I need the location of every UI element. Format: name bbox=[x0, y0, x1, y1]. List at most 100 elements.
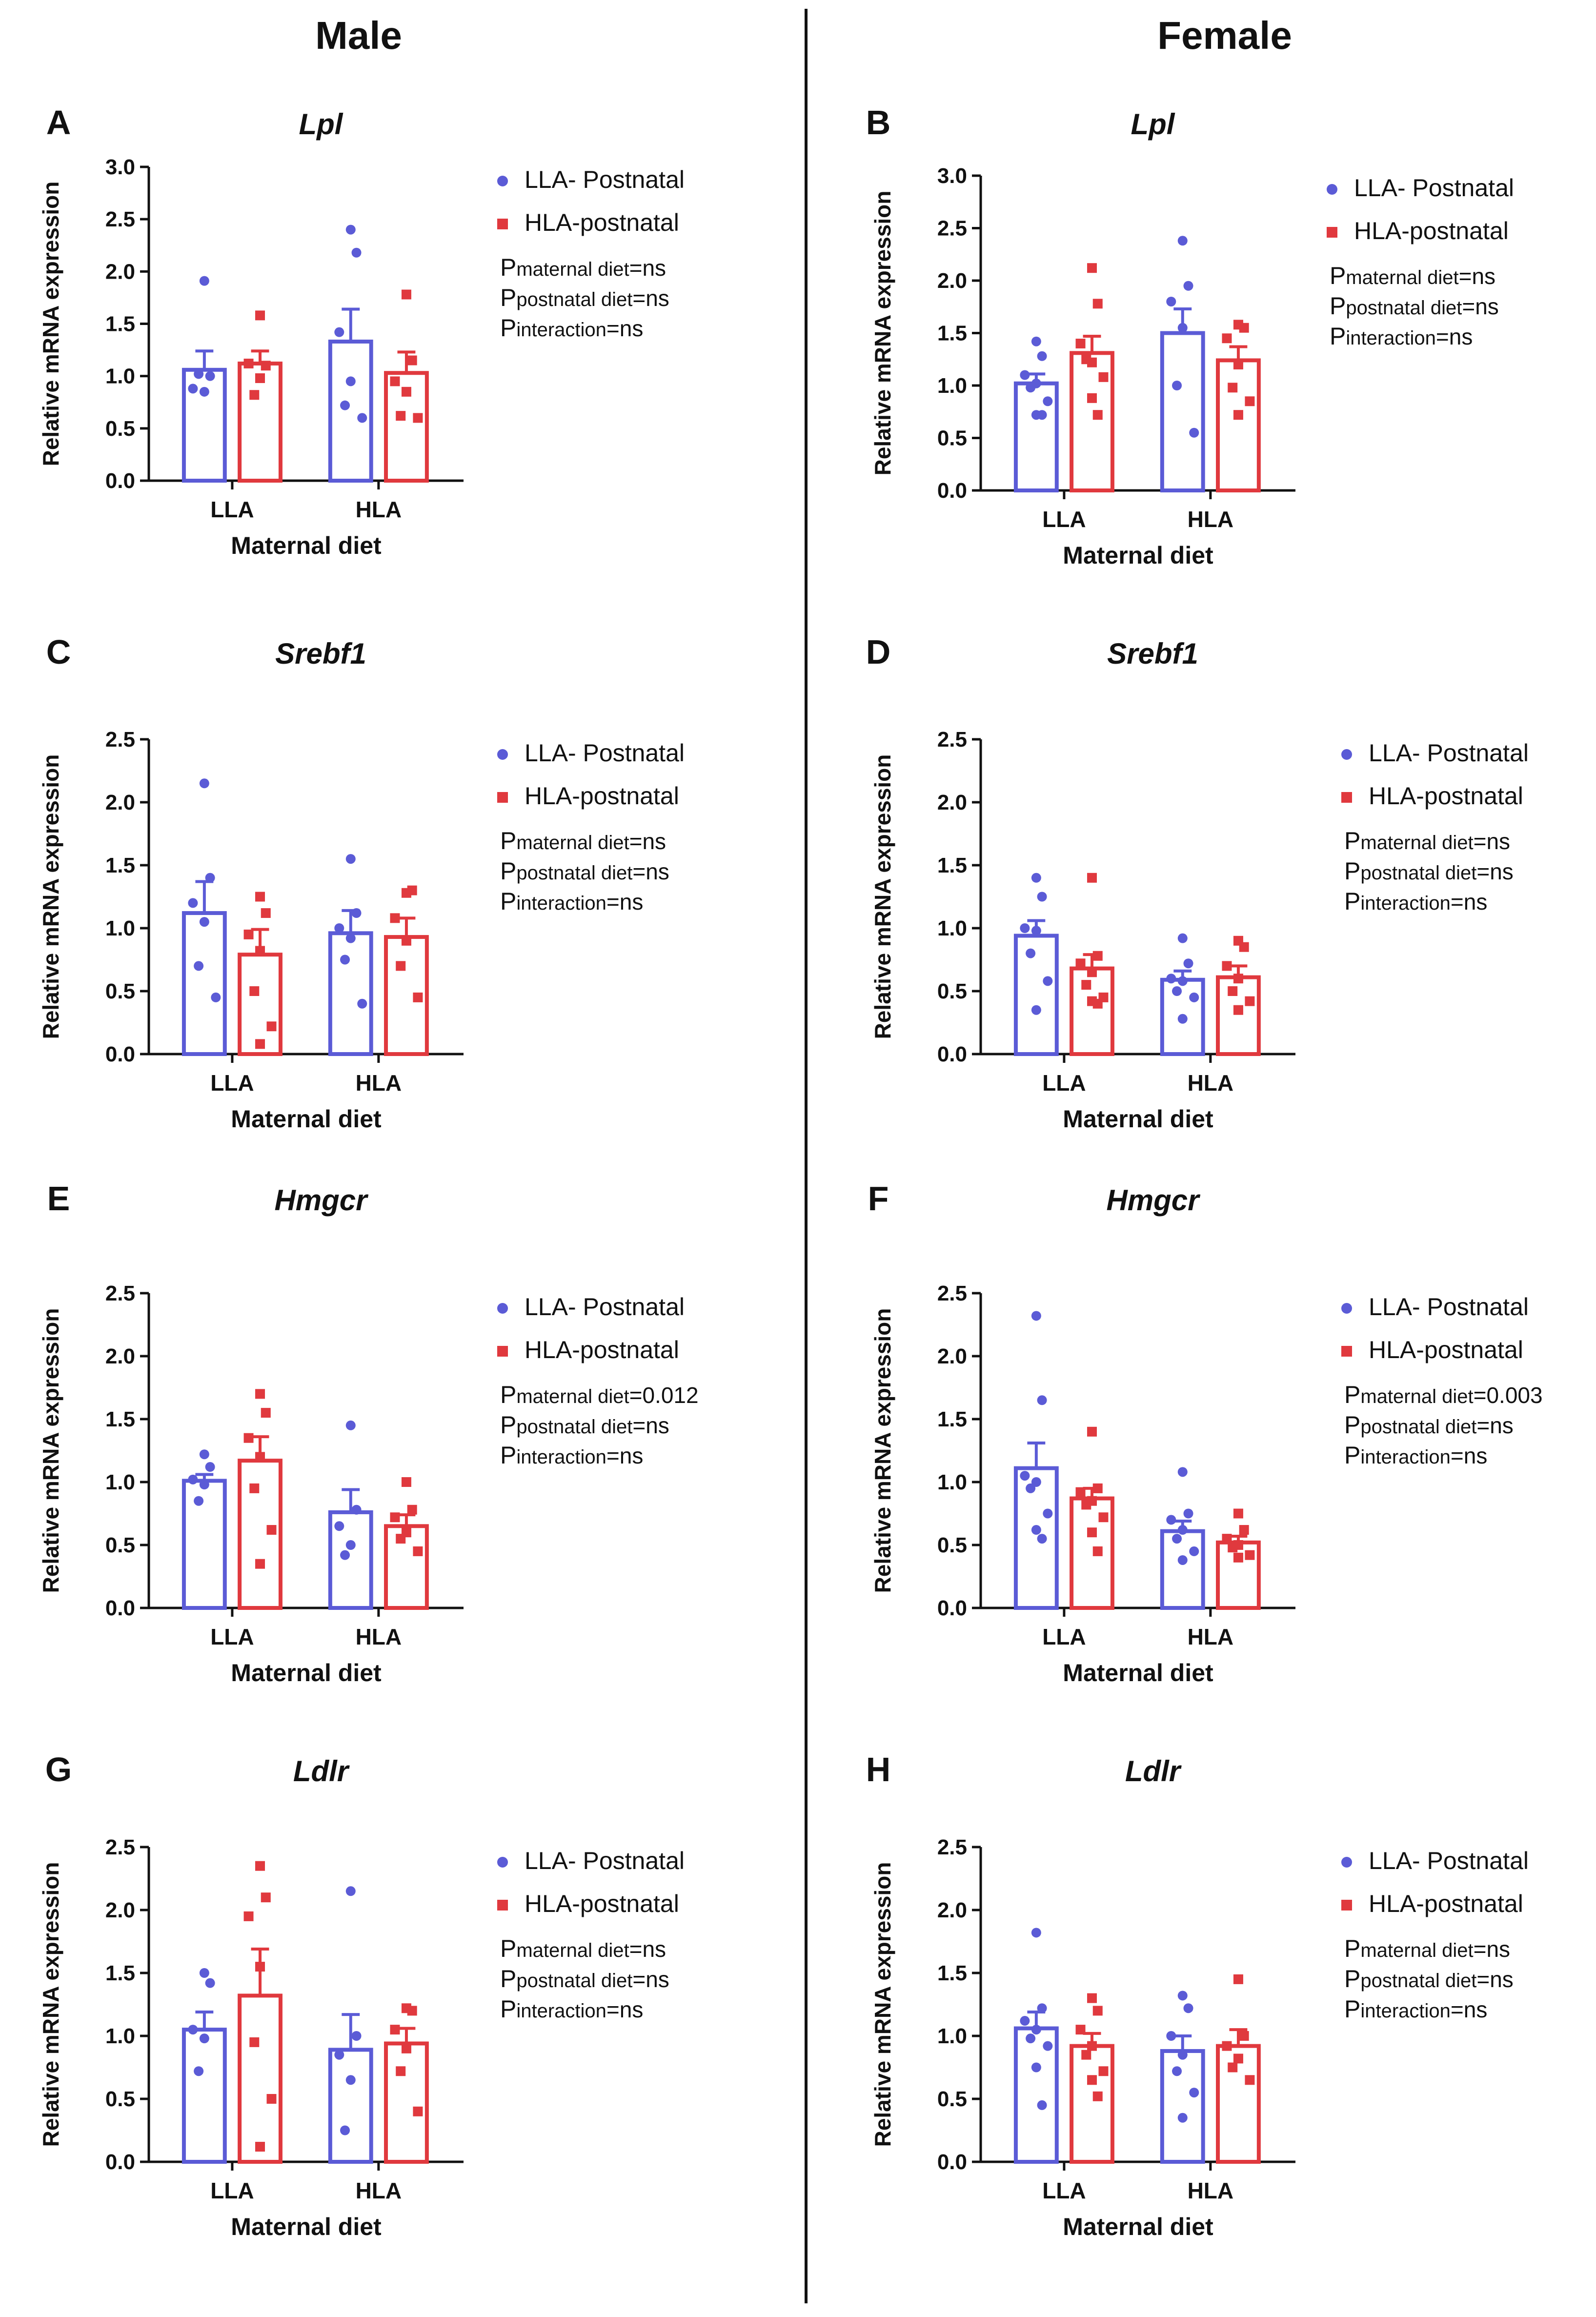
stats-line: Pinteraction=ns bbox=[1344, 888, 1487, 915]
bar-hla-hla bbox=[1216, 975, 1261, 1056]
data-point bbox=[255, 310, 265, 321]
x-tick-label: LLA bbox=[1042, 2178, 1086, 2203]
data-point bbox=[345, 854, 356, 864]
stats-prefix: P bbox=[1344, 1442, 1360, 1469]
stats-equals: = bbox=[1474, 829, 1487, 854]
bar-hla-hla bbox=[1216, 2044, 1261, 2164]
data-point bbox=[1081, 1500, 1091, 1510]
legend-marker bbox=[497, 219, 508, 229]
data-point bbox=[255, 373, 265, 383]
data-point bbox=[1228, 986, 1238, 996]
data-point bbox=[1233, 1974, 1243, 1984]
data-point bbox=[1177, 1525, 1188, 1535]
stats-line: Ppostnatal diet=ns bbox=[500, 1965, 669, 1992]
bar-lla-hla bbox=[1160, 331, 1205, 492]
data-point bbox=[340, 1550, 350, 1560]
chart-title: Srebf1 bbox=[1107, 637, 1198, 670]
y-tick-label: 2.0 bbox=[105, 791, 135, 814]
data-point bbox=[396, 961, 406, 971]
data-point bbox=[345, 933, 356, 943]
y-axis-label: Relative mRNA expression bbox=[38, 1862, 63, 2147]
y-tick-label: 0.5 bbox=[937, 1533, 967, 1557]
bar-lla-hla bbox=[1160, 1529, 1205, 1610]
data-point bbox=[255, 1389, 265, 1399]
data-point bbox=[390, 376, 400, 386]
data-point bbox=[345, 376, 356, 386]
data-point bbox=[396, 1534, 406, 1544]
data-point bbox=[1031, 336, 1041, 346]
data-point bbox=[345, 1540, 356, 1550]
legend-label: HLA-postnatal bbox=[525, 1336, 679, 1363]
y-axis-label: Relative mRNA expression bbox=[870, 191, 895, 476]
data-point bbox=[205, 873, 215, 883]
data-point bbox=[249, 1483, 260, 1493]
header-female: Female bbox=[1157, 14, 1292, 57]
data-point bbox=[1098, 1512, 1109, 1523]
stats-term: maternal diet bbox=[1360, 832, 1473, 854]
stats-equals: = bbox=[1474, 1382, 1487, 1408]
x-axis-label: Maternal diet bbox=[1063, 2213, 1213, 2240]
legend-label: LLA- Postnatal bbox=[1369, 1847, 1529, 1874]
panel-d: D Srebf1 0.0 0.5 1.0 1.5 2.0 2.5 Relative mRNA e… bbox=[866, 633, 1529, 1133]
stats-equals: = bbox=[606, 1997, 620, 2022]
data-point bbox=[194, 2066, 204, 2076]
stats-line: Pmaternal diet=ns bbox=[1330, 262, 1495, 289]
stats-value: ns bbox=[646, 285, 669, 311]
data-point bbox=[1183, 958, 1193, 969]
data-point bbox=[407, 1504, 417, 1515]
data-point bbox=[211, 992, 221, 1002]
stats-prefix: P bbox=[1344, 1965, 1360, 1992]
panel-label: G bbox=[45, 1750, 72, 1789]
x-axis-label: Maternal diet bbox=[231, 2213, 382, 2240]
stats-value: 0.003 bbox=[1486, 1382, 1542, 1408]
data-point bbox=[243, 929, 254, 939]
stats-term: maternal diet bbox=[516, 259, 629, 280]
stats-prefix: P bbox=[500, 1411, 516, 1439]
data-point bbox=[413, 992, 423, 1002]
data-point bbox=[205, 371, 215, 381]
y-tick-label: 1.5 bbox=[105, 1407, 135, 1431]
stats-term: maternal diet bbox=[516, 832, 629, 854]
stats-value: ns bbox=[1490, 859, 1514, 884]
data-point bbox=[407, 2006, 417, 2016]
data-point bbox=[1172, 1534, 1182, 1544]
bar-hla-lla bbox=[1070, 2044, 1114, 2164]
bar-lla-lla bbox=[182, 911, 227, 1057]
stats-line: Pinteraction=ns bbox=[1344, 1442, 1487, 1469]
bar-hla-lla bbox=[238, 953, 283, 1057]
data-point bbox=[1020, 1471, 1030, 1481]
legend-label: HLA-postnatal bbox=[1369, 1890, 1523, 1917]
data-point bbox=[1092, 410, 1103, 420]
x-tick-label: HLA bbox=[356, 1070, 402, 1096]
panel-g: G Ldlr 0.0 0.5 1.0 1.5 2.0 2.5 Relative mRNA exp… bbox=[38, 1750, 685, 2240]
y-tick-label: 1.5 bbox=[937, 1407, 967, 1431]
data-point bbox=[243, 358, 254, 368]
data-point bbox=[351, 1504, 362, 1515]
data-point bbox=[334, 2050, 344, 2060]
legend: LLA- Postnatal HLA-postnatal Pmaternal die… bbox=[1341, 739, 1529, 915]
stats-equals: = bbox=[632, 1413, 646, 1438]
chart-title: Lpl bbox=[1131, 108, 1175, 141]
data-point bbox=[205, 1462, 215, 1472]
data-point bbox=[1075, 339, 1086, 348]
data-point bbox=[345, 224, 356, 235]
y-axis-label: Relative mRNA expression bbox=[870, 1308, 895, 1593]
legend-marker bbox=[497, 1346, 508, 1357]
stats-line: Ppostnatal diet=ns bbox=[500, 857, 669, 885]
y-tick-label: 1.5 bbox=[937, 854, 967, 877]
y-tick-label: 0.0 bbox=[937, 1042, 967, 1066]
data-point bbox=[407, 355, 417, 366]
y-tick-label: 1.5 bbox=[105, 312, 135, 336]
y-tick-label: 1.5 bbox=[105, 854, 135, 877]
panel-label: C bbox=[46, 633, 71, 671]
stats-line: Pinteraction=ns bbox=[500, 314, 643, 342]
stats-value: ns bbox=[1490, 1413, 1514, 1438]
y-tick-label: 0.5 bbox=[105, 979, 135, 1003]
stats-prefix: P bbox=[500, 857, 516, 885]
data-point bbox=[255, 1962, 265, 1972]
stats-value: ns bbox=[620, 1443, 644, 1468]
data-point bbox=[249, 2037, 260, 2047]
data-point bbox=[1031, 1525, 1041, 1535]
stats-line: Pmaternal diet=ns bbox=[500, 254, 666, 281]
legend-marker bbox=[1341, 1346, 1352, 1357]
